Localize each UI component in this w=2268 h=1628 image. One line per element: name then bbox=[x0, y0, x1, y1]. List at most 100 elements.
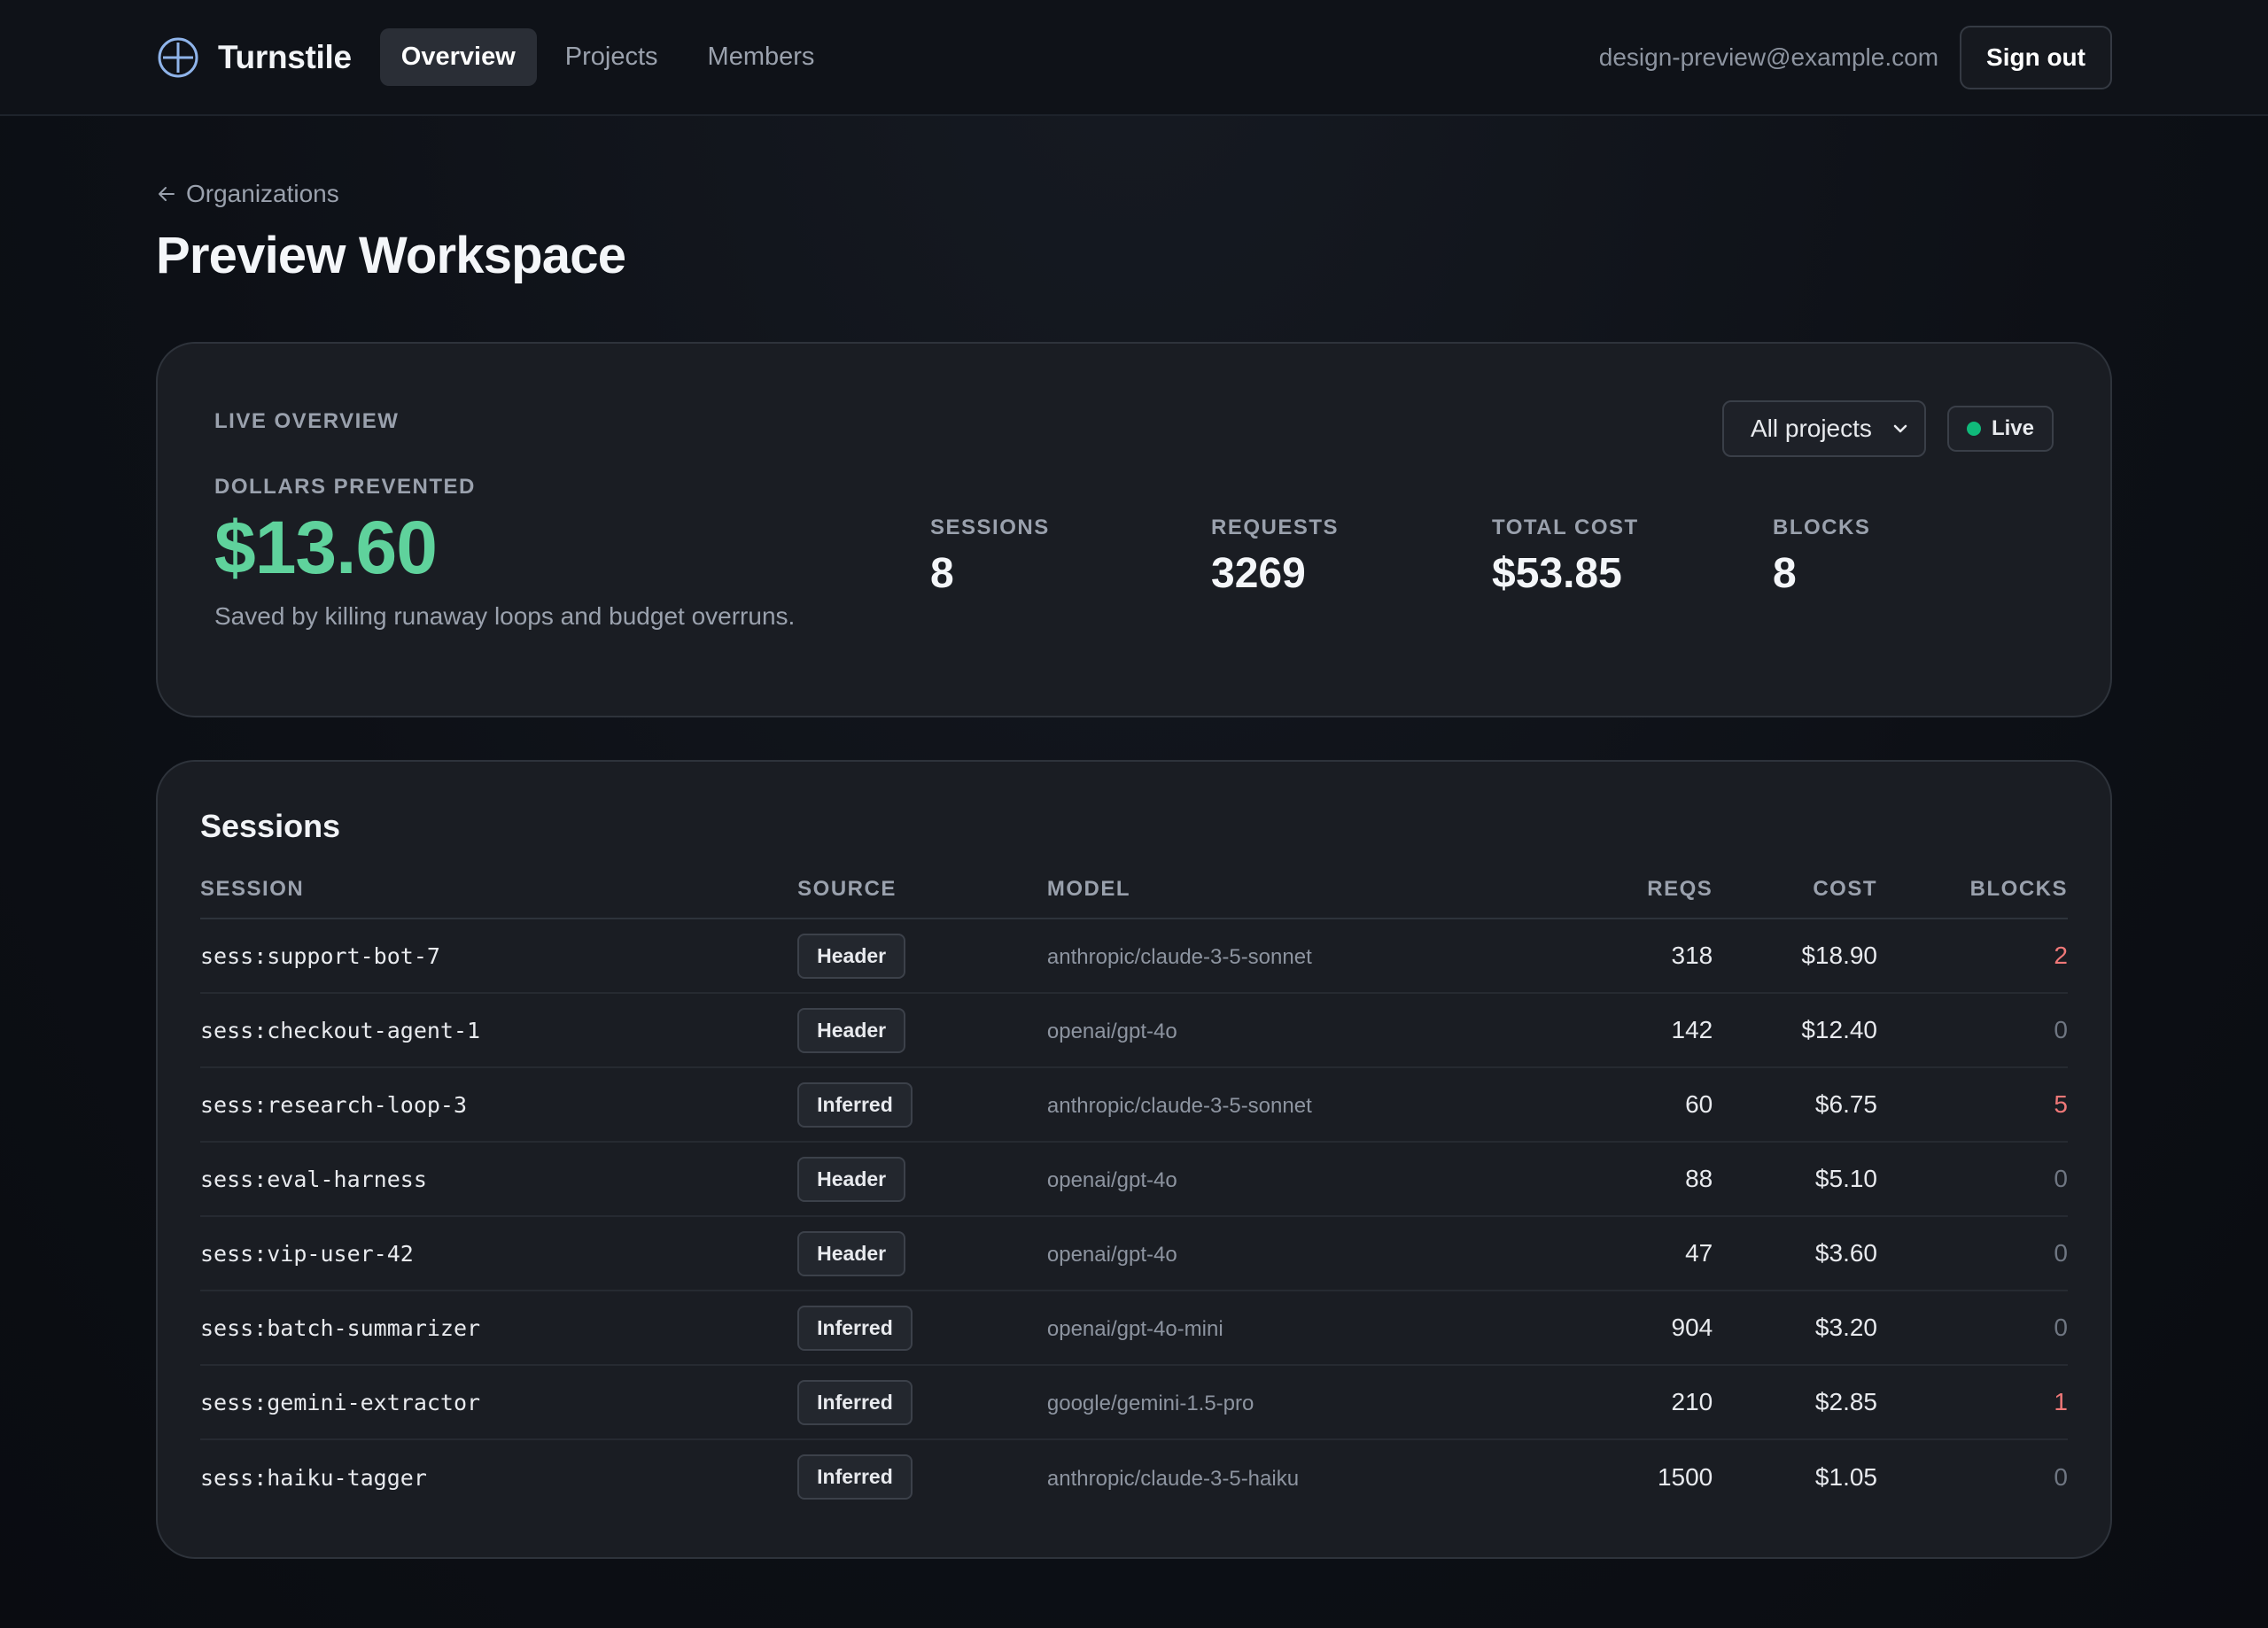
session-id: sess:haiku-tagger bbox=[200, 1439, 797, 1514]
session-source: Inferred bbox=[797, 1365, 1047, 1440]
table-row[interactable]: sess:vip-user-42 Header openai/gpt-4o 47 $3.… bbox=[200, 1216, 2068, 1291]
stat-blocks: BLOCKS 8 bbox=[1773, 516, 2054, 631]
stat-total-cost: TOTAL COST $53.85 bbox=[1492, 516, 1773, 631]
stat-label: REQUESTS bbox=[1211, 516, 1340, 539]
sign-out-button[interactable]: Sign out bbox=[1960, 25, 2112, 89]
session-model: openai/gpt-4o-mini bbox=[1046, 1291, 1565, 1366]
session-cost: $3.20 bbox=[1713, 1291, 1877, 1366]
sessions-table-header: SESSION SOURCE MODEL REQS COST BLOCKS bbox=[200, 877, 2068, 919]
table-row[interactable]: sess:gemini-extractor Inferred google/gemi… bbox=[200, 1365, 2068, 1440]
table-row[interactable]: sess:haiku-tagger Inferred anthropic/claud… bbox=[200, 1439, 2068, 1514]
session-id: sess:gemini-extractor bbox=[200, 1365, 798, 1440]
stat-requests: REQUESTS 3269 bbox=[1211, 516, 1492, 631]
source-badge: Inferred bbox=[797, 1305, 913, 1351]
model-text: openai/gpt-4o-mini bbox=[1046, 1317, 1223, 1341]
session-reqs: 60 bbox=[1565, 1067, 1713, 1143]
dollars-prevented-value: $13.60 bbox=[214, 506, 438, 589]
nav-overview[interactable]: Overview bbox=[379, 28, 537, 86]
model-text: anthropic/claude-3-5-haiku bbox=[1046, 1466, 1300, 1491]
session-cost: $1.05 bbox=[1814, 1462, 1877, 1491]
overview-stats: SESSIONS 8 REQUESTS 3269 TOTAL COST $53.… bbox=[930, 516, 2054, 631]
model-text: openai/gpt-4o bbox=[1046, 1168, 1177, 1192]
session-blocks: 0 bbox=[1877, 1216, 2068, 1291]
session-blocks: 0 bbox=[1877, 993, 2068, 1068]
stat-value: $53.85 bbox=[1492, 550, 1622, 597]
session-id-text: sess:support-bot-7 bbox=[200, 943, 440, 969]
overview-body: DOLLARS PREVENTED $13.60 Saved by killin… bbox=[214, 475, 2054, 631]
session-id-text: sess:gemini-extractor bbox=[200, 1390, 481, 1415]
sessions-card: Sessions SESSION SOURCE MODEL REQS COST … bbox=[156, 760, 2112, 1559]
session-source: Inferred bbox=[797, 1067, 1047, 1143]
top-nav-bar: Turnstile Overview Projects Members desi… bbox=[0, 0, 2268, 116]
session-source: Header bbox=[797, 993, 1047, 1068]
source-badge: Inferred bbox=[797, 1379, 913, 1425]
session-blocks: 5 bbox=[1877, 1067, 2068, 1143]
model-text: anthropic/claude-3-5-sonnet bbox=[1046, 945, 1312, 969]
nav-members[interactable]: Members bbox=[707, 43, 815, 71]
table-row[interactable]: sess:batch-summarizer Inferred openai/gpt-… bbox=[200, 1291, 2068, 1366]
column-header-source: SOURCE bbox=[797, 877, 1047, 919]
column-header-session: SESSION bbox=[200, 877, 798, 919]
stat-sessions: SESSIONS 8 bbox=[930, 516, 1211, 631]
column-header-blocks: BLOCKS bbox=[1877, 877, 2068, 919]
back-to-organizations-link[interactable]: Organizations bbox=[156, 180, 339, 208]
brand[interactable]: Turnstile bbox=[156, 35, 352, 80]
user-email: design-preview@example.com bbox=[1598, 43, 1939, 71]
live-overview-card: LIVE OVERVIEW All projects Live DOLLARS … bbox=[156, 342, 2112, 717]
session-blocks: 1 bbox=[1877, 1365, 2068, 1440]
source-badge: Header bbox=[797, 933, 906, 979]
column-header-reqs: REQS bbox=[1565, 877, 1713, 919]
sessions-title: Sessions bbox=[200, 808, 341, 844]
session-reqs: 88 bbox=[1565, 1142, 1713, 1217]
session-model: openai/gpt-4o bbox=[1046, 993, 1565, 1068]
overview-header: LIVE OVERVIEW bbox=[214, 409, 2054, 434]
session-source: Header bbox=[797, 919, 1047, 994]
dollars-prevented-label: DOLLARS PREVENTED bbox=[214, 475, 476, 499]
session-cost: $18.90 bbox=[1713, 919, 1877, 994]
session-id: sess:batch-summarizer bbox=[200, 1291, 798, 1366]
session-cost: $3.60 bbox=[1713, 1216, 1877, 1291]
session-model: google/gemini-1.5-pro bbox=[1046, 1365, 1565, 1440]
sessions-table-body: sess:support-bot-7 Header anthropic/claude… bbox=[200, 919, 2068, 1514]
session-id: sess:support-bot-7 bbox=[200, 919, 798, 994]
session-id-text: sess:eval-harness bbox=[200, 1167, 427, 1192]
page-title: Preview Workspace bbox=[156, 227, 626, 284]
session-id: sess:checkout-agent-1 bbox=[200, 993, 798, 1068]
session-id-text: sess:batch-summarizer bbox=[200, 1315, 481, 1341]
session-blocks: 0 bbox=[1877, 1142, 2068, 1217]
arrow-left-icon bbox=[159, 187, 175, 201]
dollars-prevented-caption: Saved by killing runaway loops and budge… bbox=[214, 602, 796, 631]
session-cost: $2.85 bbox=[1713, 1365, 1877, 1440]
session-id-text: sess:vip-user-42 bbox=[200, 1241, 414, 1267]
source-badge: Inferred bbox=[797, 1081, 913, 1128]
live-dot-icon bbox=[1966, 422, 1981, 436]
session-id: sess:eval-harness bbox=[200, 1142, 798, 1217]
session-reqs: 904 bbox=[1565, 1291, 1713, 1366]
session-cost: $12.40 bbox=[1713, 993, 1877, 1068]
session-cost: $6.75 bbox=[1713, 1067, 1877, 1143]
session-source: Inferred bbox=[797, 1439, 1047, 1514]
table-row[interactable]: sess:checkout-agent-1 Header openai/gpt-4o… bbox=[200, 993, 2068, 1068]
brand-name: Turnstile bbox=[218, 38, 352, 75]
session-reqs: 1500 bbox=[1657, 1462, 1713, 1491]
stat-value: 3269 bbox=[1211, 550, 1306, 597]
session-model: anthropic/claude-3-5-sonnet bbox=[1046, 919, 1565, 994]
stat-label: TOTAL COST bbox=[1492, 516, 1639, 539]
table-row[interactable]: sess:eval-harness Header openai/gpt-4o 88 $5… bbox=[200, 1142, 2068, 1217]
stat-value: 8 bbox=[930, 550, 954, 597]
column-header-model: MODEL bbox=[1046, 877, 1565, 919]
live-status-badge: Live bbox=[1946, 406, 2054, 452]
overview-controls: All projects Live bbox=[1721, 400, 2054, 457]
model-text: openai/gpt-4o bbox=[1046, 1019, 1177, 1043]
dollars-prevented-block: DOLLARS PREVENTED $13.60 Saved by killin… bbox=[214, 475, 930, 631]
model-text: anthropic/claude-3-5-sonnet bbox=[1046, 1094, 1312, 1118]
session-model: anthropic/claude-3-5-haiku bbox=[1047, 1439, 1565, 1514]
session-id: sess:research-loop-3 bbox=[200, 1067, 798, 1143]
nav-projects[interactable]: Projects bbox=[564, 43, 658, 71]
session-id-text: sess:research-loop-3 bbox=[200, 1092, 468, 1118]
project-filter-select[interactable]: All projects bbox=[1721, 400, 1926, 457]
source-badge: Header bbox=[797, 1156, 906, 1202]
table-row[interactable]: sess:support-bot-7 Header anthropic/claude… bbox=[200, 919, 2068, 994]
table-row[interactable]: sess:research-loop-3 Inferred anthropic/cl… bbox=[200, 1067, 2068, 1143]
turnstile-logo-icon bbox=[158, 37, 198, 77]
